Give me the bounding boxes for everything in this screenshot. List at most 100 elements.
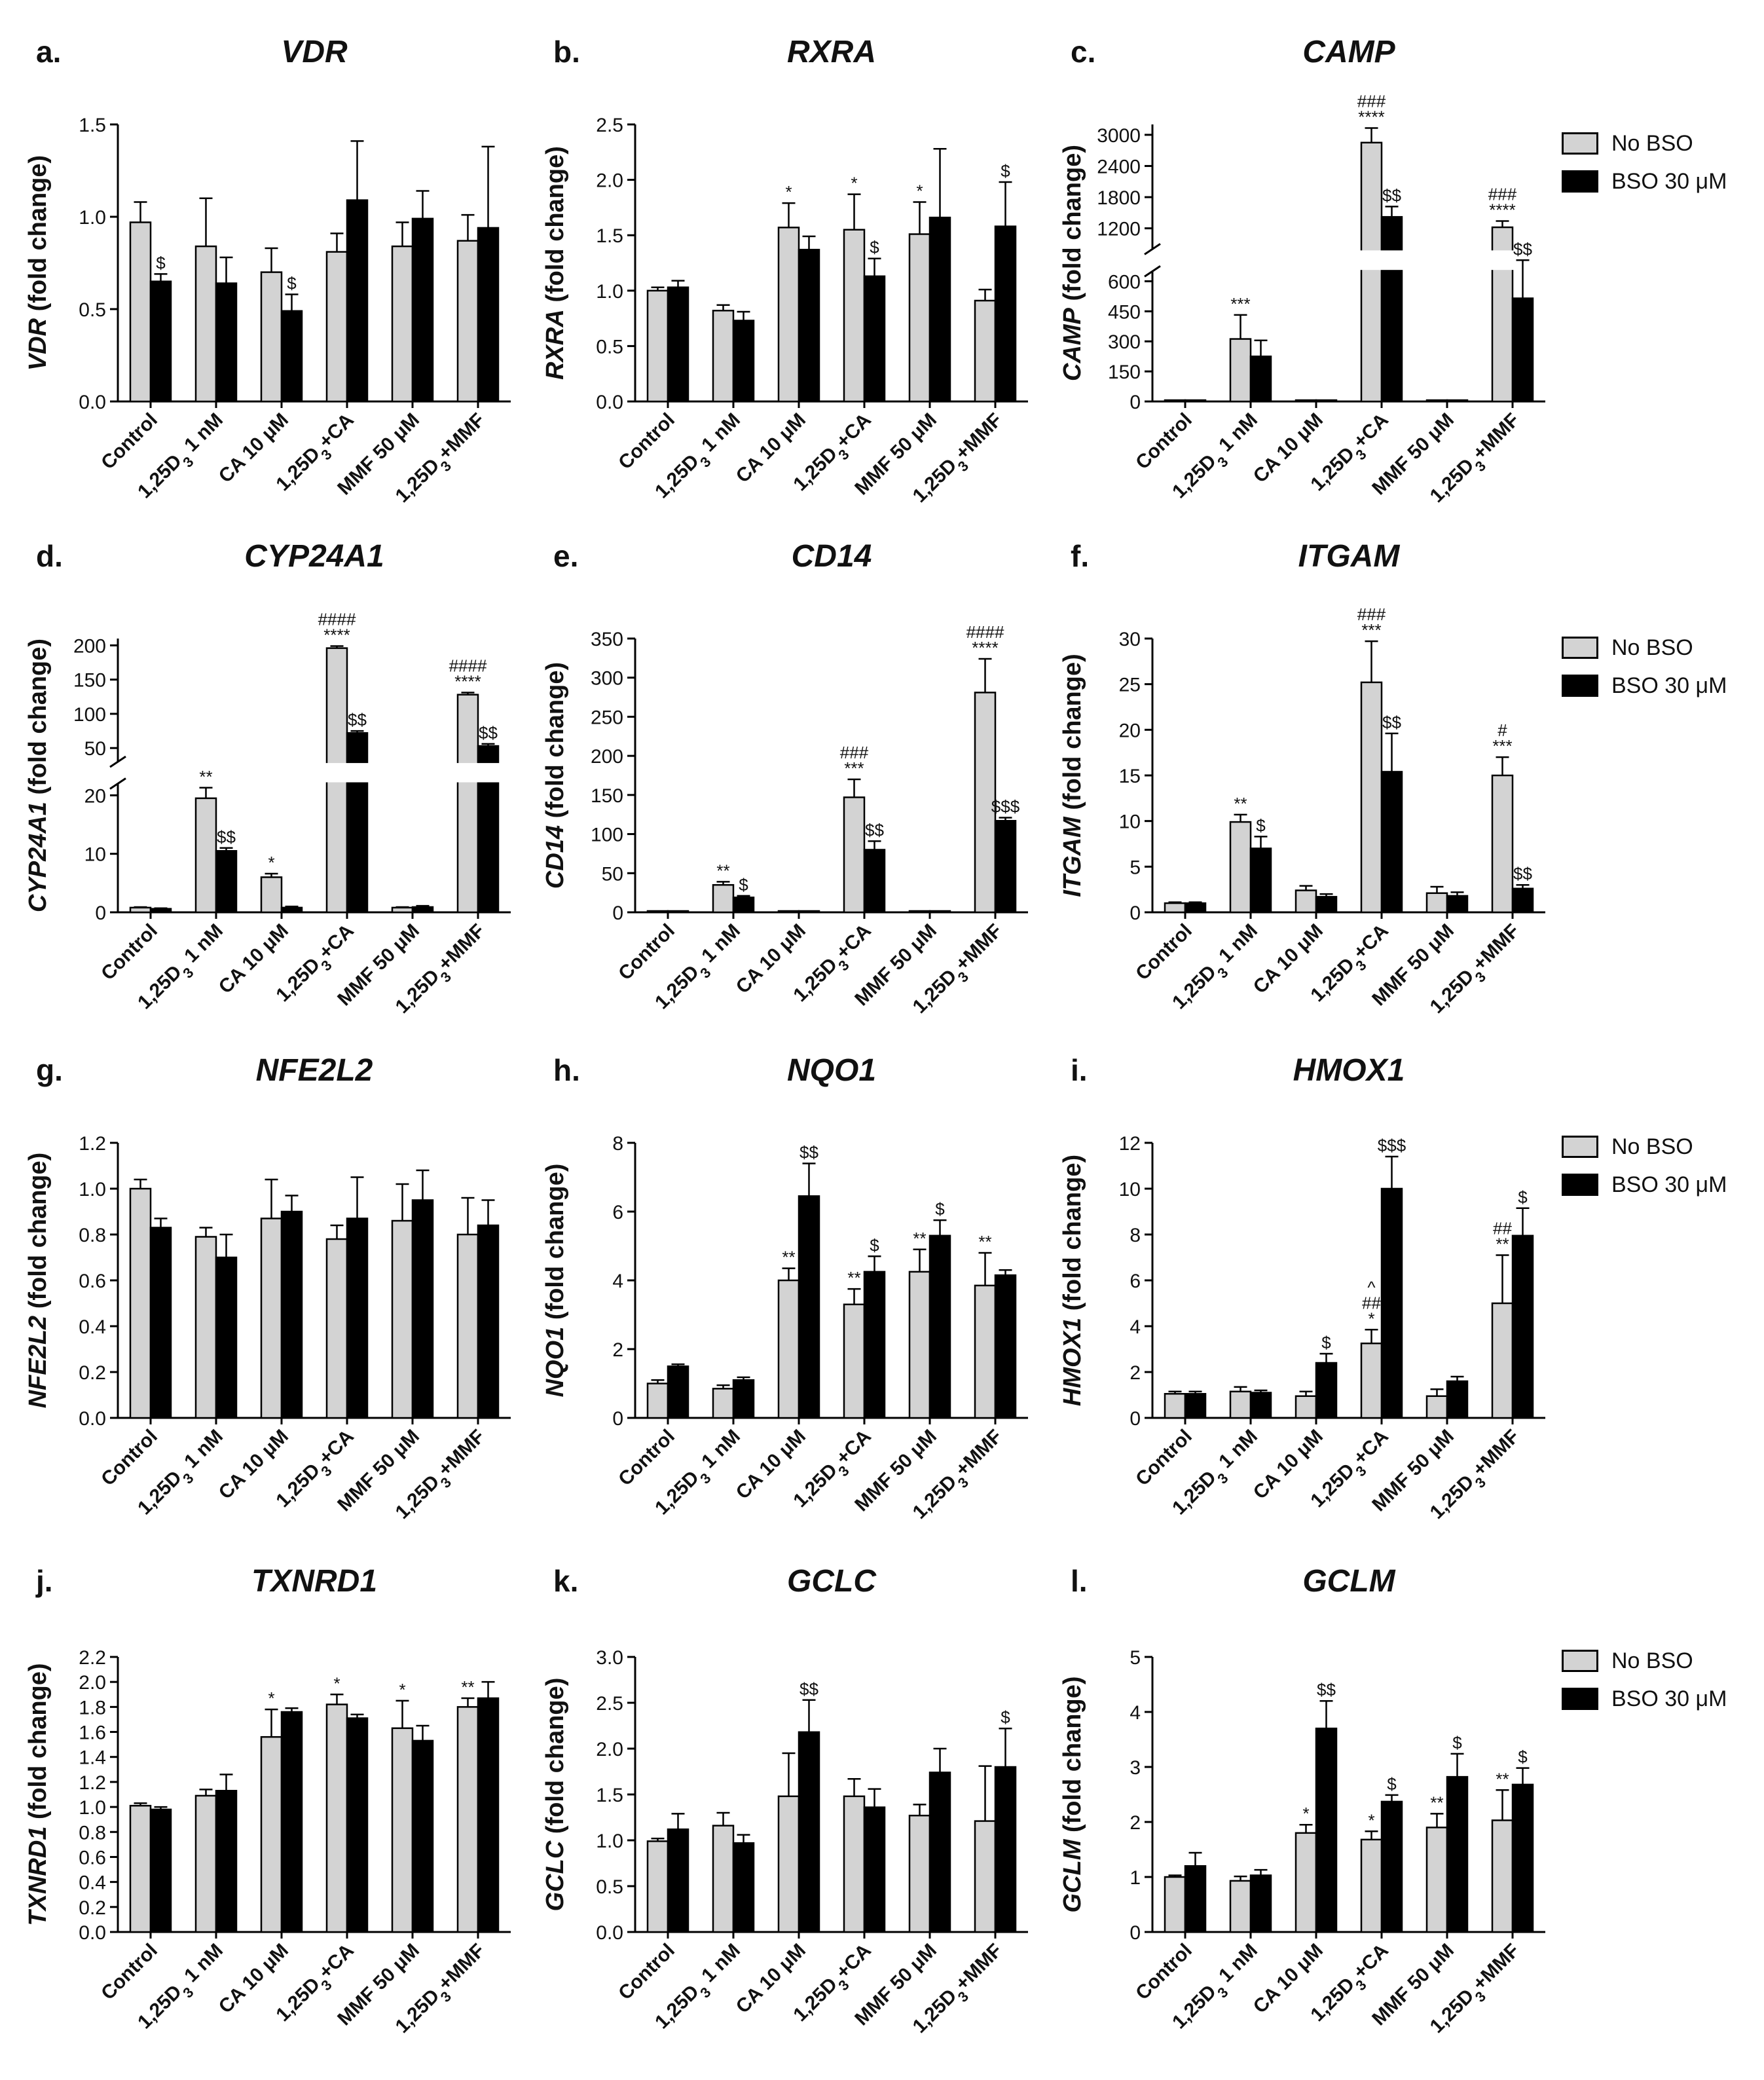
bar-no-bso-ca-10-m — [777, 910, 800, 914]
significance-label: * — [399, 1680, 405, 1699]
chart-rxra: b. RXRA RXRA (fold change) 0.0 0.5 1.0 1.5 2.0 2… — [542, 35, 1028, 511]
bar-bso-1-25d3-mmf — [994, 1766, 1017, 1933]
bar-bso-1-25d3-1-nm — [1249, 1392, 1272, 1419]
significance-label: $ — [287, 273, 297, 293]
x-tick-label-control-text: Control — [97, 1940, 162, 2005]
x-tick-label-control: Control — [1131, 1940, 1196, 2005]
x-tick-label-control: Control — [97, 1940, 162, 2005]
chart-title-camp: CAMP — [1302, 35, 1395, 69]
bar-no-bso-mmf-50-m — [1425, 1395, 1448, 1419]
bar-no-bso-mmf-50-m — [1425, 1827, 1448, 1933]
bar-no-bso-ca-10-m — [1295, 889, 1317, 914]
y-tick-label: 250 — [591, 707, 623, 728]
bar-bso-1-25d3-ca — [863, 1271, 886, 1419]
x-tick-label-control-text: Control — [614, 1940, 679, 2005]
y-tick-label: 1.0 — [79, 1797, 106, 1819]
y-tick-label: 6 — [612, 1202, 623, 1223]
significance-label: ** — [199, 767, 212, 787]
y-tick-label: 1.4 — [79, 1747, 106, 1769]
chart-vdr: a. VDR VDR (fold change) 0.0 0.5 1.0 1.5 Contro… — [24, 35, 511, 511]
chart-title-rxra: RXRA — [787, 35, 876, 69]
bar-bso-1-25d3-ca — [346, 1217, 369, 1419]
y-tick-label: 2 — [1130, 1812, 1141, 1834]
panel-letter-txnrd1: j. — [35, 1564, 53, 1598]
y-tick-label: 0.5 — [596, 1876, 623, 1898]
significance-label: $$ — [1513, 864, 1532, 883]
bar-bso-1-25d3-ca — [1380, 771, 1403, 914]
y-tick-label: 10 — [1119, 1179, 1141, 1200]
panel-letter-hmox1: i. — [1071, 1053, 1088, 1087]
significance-label: **** — [1489, 200, 1515, 220]
bar-bso-1-25d3-1-nm — [1249, 1874, 1272, 1933]
y-tick-label: 1.6 — [79, 1722, 106, 1744]
y-tick-label: 2400 — [1097, 156, 1141, 177]
significance-label: ** — [1234, 794, 1247, 813]
x-tick-label-control-text: Control — [1131, 920, 1196, 985]
bar-no-bso-control — [1164, 902, 1186, 914]
bar-bso-1-25d3-1-nm — [732, 1379, 755, 1419]
significance-label: ### — [1488, 185, 1517, 204]
bar-no-bso-mmf-50-m — [391, 1219, 414, 1419]
legend-group-2: No BSO BSO 30 μM — [1562, 629, 1727, 705]
significance-label: ** — [847, 1268, 860, 1288]
chart-cyp24a1: d. CYP24A1 CYP24A1 (fold change) 0 10 20 50 100… — [24, 539, 511, 1022]
bar-bso-control — [149, 280, 172, 403]
y-tick-label: 100 — [591, 825, 623, 846]
axis-break-mark — [109, 755, 126, 768]
panel-letter-gclc: k. — [553, 1564, 578, 1598]
y-tick-label: 100 — [73, 704, 106, 726]
bar-no-bso-ca-10-m — [260, 1217, 283, 1419]
bar-no-bso-control — [1164, 1393, 1186, 1419]
y-tick-label: 3 — [1130, 1757, 1141, 1779]
y-tick-label: 2.5 — [596, 115, 623, 136]
x-tick-label-control-text: Control — [97, 920, 162, 985]
x-tick-label-control-text: Control — [1131, 1426, 1196, 1491]
bar-no-bso-mmf-50-m — [908, 1271, 931, 1419]
bar-bso-ca-10-m — [280, 1210, 303, 1419]
y-tick-label: 10 — [84, 844, 106, 866]
bar-no-bso-1-25d3-1-nm — [712, 883, 735, 914]
bar-no-bso-1-25d3-ca — [325, 1703, 348, 1933]
y-tick-label: 2 — [612, 1339, 623, 1361]
bar-bso-1-25d3-1-nm — [1249, 355, 1272, 403]
significance-label: *** — [844, 758, 864, 778]
y-tick-label: 0.6 — [79, 1847, 106, 1868]
bar-bso-ca-10-m — [798, 1195, 820, 1419]
significance-label: $ — [1387, 1774, 1397, 1794]
y-tick-label: 0.4 — [79, 1872, 106, 1894]
y-axis-label-camp: CAMP (fold change) — [1059, 145, 1086, 381]
bar-no-bso-control — [129, 1804, 152, 1933]
y-tick-label: 200 — [73, 635, 106, 657]
bar-no-bso-1-25d3-mmf — [1491, 1302, 1514, 1419]
bar-no-bso-mmf-50-m — [908, 1814, 931, 1933]
y-tick-label: 0 — [1130, 1408, 1141, 1430]
bar-no-bso-control — [646, 289, 669, 403]
bar-no-bso-1-25d3-mmf — [456, 1706, 479, 1933]
chart-title-nqo1: NQO1 — [787, 1053, 876, 1088]
y-tick-label: 0.0 — [79, 392, 106, 413]
x-tick-label-control-text: Control — [1131, 409, 1196, 474]
bar-bso-control — [149, 1227, 172, 1419]
legend-swatch-bso — [1562, 1174, 1598, 1196]
y-tick-label: 200 — [591, 746, 623, 768]
x-tick-label-control: Control — [614, 1940, 679, 2005]
y-axis-label-txnrd1: TXNRD1 (fold change) — [24, 1663, 52, 1925]
panel-letter-gclm: l. — [1071, 1564, 1088, 1598]
significance-label: $ — [739, 875, 748, 895]
bar-no-bso-1-25d3-ca — [1360, 681, 1383, 914]
y-tick-label: 2.0 — [596, 1739, 623, 1760]
significance-label: *** — [1230, 294, 1250, 314]
y-axis-label-nqo1: NQO1 (fold change) — [542, 1164, 569, 1398]
y-tick-label: 150 — [1108, 362, 1141, 383]
y-tick-label: 50 — [84, 738, 106, 760]
bar-no-bso-1-25d3-1-nm — [194, 1236, 217, 1419]
x-tick-label-control: Control — [614, 920, 679, 985]
y-tick-label: 20 — [84, 785, 106, 807]
x-tick-label-control: Control — [1131, 920, 1196, 985]
y-tick-label: 4 — [1130, 1702, 1141, 1724]
significance-label: * — [268, 853, 274, 872]
chart-title-gclm: GCLM — [1302, 1564, 1395, 1599]
y-tick-label: 1.2 — [79, 1133, 106, 1155]
bar-no-bso-ca-10-m — [260, 1736, 283, 1933]
